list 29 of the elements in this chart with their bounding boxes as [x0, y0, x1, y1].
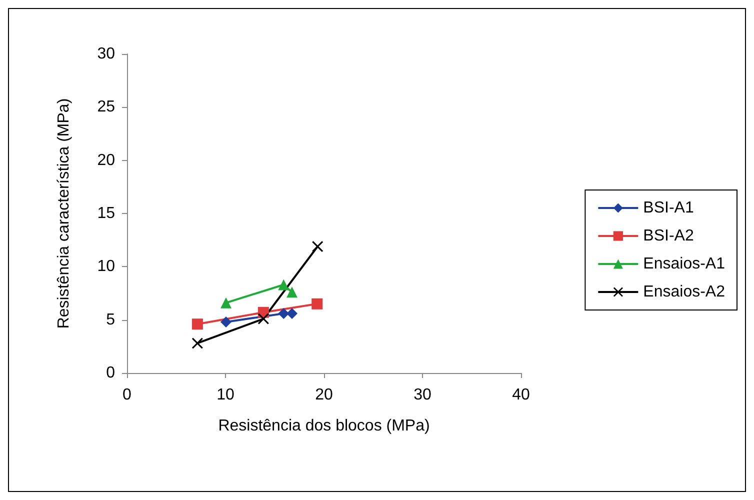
- legend-label: BSI-A2: [643, 228, 694, 244]
- x-tick-label: 40: [512, 386, 530, 404]
- x-axis-title: Resistência dos blocos (MPa): [218, 418, 430, 434]
- x-tick-label: 10: [216, 386, 234, 404]
- legend-label: BSI-A1: [643, 200, 694, 216]
- point: [220, 316, 232, 328]
- y-tick-label: 20: [97, 152, 116, 169]
- legend-label: Ensaios-A2: [643, 284, 726, 300]
- x-tick-label: 0: [122, 386, 132, 404]
- point: [192, 338, 203, 349]
- point: [286, 308, 298, 319]
- y-tick-label: 0: [106, 364, 116, 382]
- y-tick-label: 10: [97, 258, 116, 276]
- y-tick-label: 30: [97, 46, 116, 62]
- point: [258, 313, 269, 324]
- point: [220, 297, 232, 308]
- legend-label: Ensaios-A1: [643, 256, 726, 272]
- y-tick-label: 5: [106, 311, 116, 328]
- y-tick-label: 25: [97, 98, 116, 116]
- point: [312, 298, 323, 310]
- y-axis-title: Resistência característica (MPa): [56, 98, 72, 329]
- point: [192, 318, 203, 330]
- point: [278, 279, 290, 290]
- point: [312, 240, 324, 252]
- y-tick-label: 15: [97, 205, 116, 222]
- point: [278, 308, 290, 319]
- x-tick-label: 30: [414, 386, 432, 404]
- point: [286, 286, 298, 298]
- x-tick-label: 20: [315, 386, 333, 404]
